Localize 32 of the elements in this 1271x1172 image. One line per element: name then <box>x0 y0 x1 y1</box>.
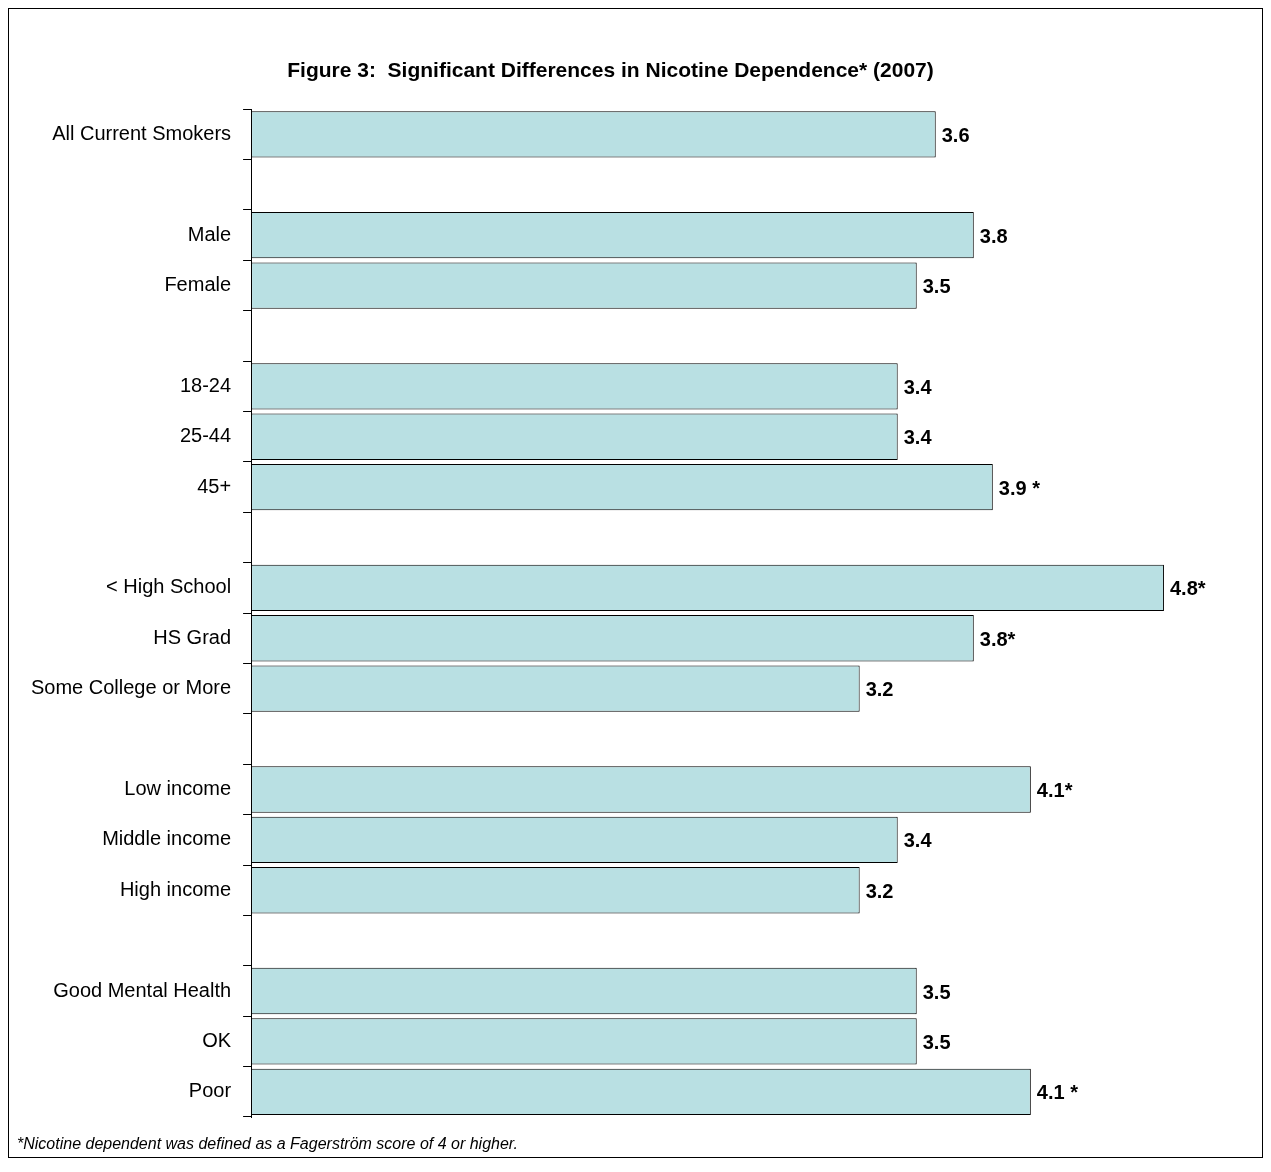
y-tick-label: OK <box>202 1028 232 1051</box>
data-label: 3.9 * <box>998 476 1041 499</box>
y-tick-label: Female <box>164 273 232 296</box>
text: *Nicotine dependent was defined as a Fagerström score of 4 or higher. <box>17 1135 519 1152</box>
data-label: 3.5 <box>922 1030 951 1053</box>
data-label: 3.4 <box>903 829 933 852</box>
data-label: 4.8* <box>1169 577 1206 600</box>
data-label: 3.6 <box>941 123 970 146</box>
y-tick-label: Poor <box>188 1079 232 1102</box>
data-label: 3.8 <box>979 224 1008 247</box>
y-tick-label: Some College or More <box>30 676 232 699</box>
data-label: 4.1 * <box>1036 1081 1079 1104</box>
data-label: 3.2 <box>865 678 894 701</box>
y-tick-label: HS Grad <box>153 625 232 648</box>
data-label: 3.5 <box>922 275 951 298</box>
y-tick-label: Male <box>187 222 232 245</box>
y-tick-label: 18-24 <box>179 373 232 396</box>
data-label: 3.4 <box>903 375 933 398</box>
data-label: 3.2 <box>865 879 894 902</box>
data-label: 4.1* <box>1036 778 1073 801</box>
y-tick-label: < High School <box>106 575 232 598</box>
y-tick-label: Low income <box>124 776 232 799</box>
y-tick-label: High income <box>119 877 232 900</box>
y-tick-label: Middle income <box>102 827 232 850</box>
data-label: 3.4 <box>903 426 933 449</box>
y-tick-label: 25-44 <box>179 424 232 447</box>
y-tick-label: Good Mental Health <box>53 978 232 1001</box>
y-tick-label: 45+ <box>197 474 232 497</box>
y-tick-label: All Current Smokers <box>52 121 232 144</box>
data-label: 3.8* <box>979 627 1016 650</box>
chart-title: Figure 3: Significant Differences in Nicotine Dependence* (2007) <box>287 58 934 82</box>
data-label: 3.5 <box>922 980 951 1003</box>
